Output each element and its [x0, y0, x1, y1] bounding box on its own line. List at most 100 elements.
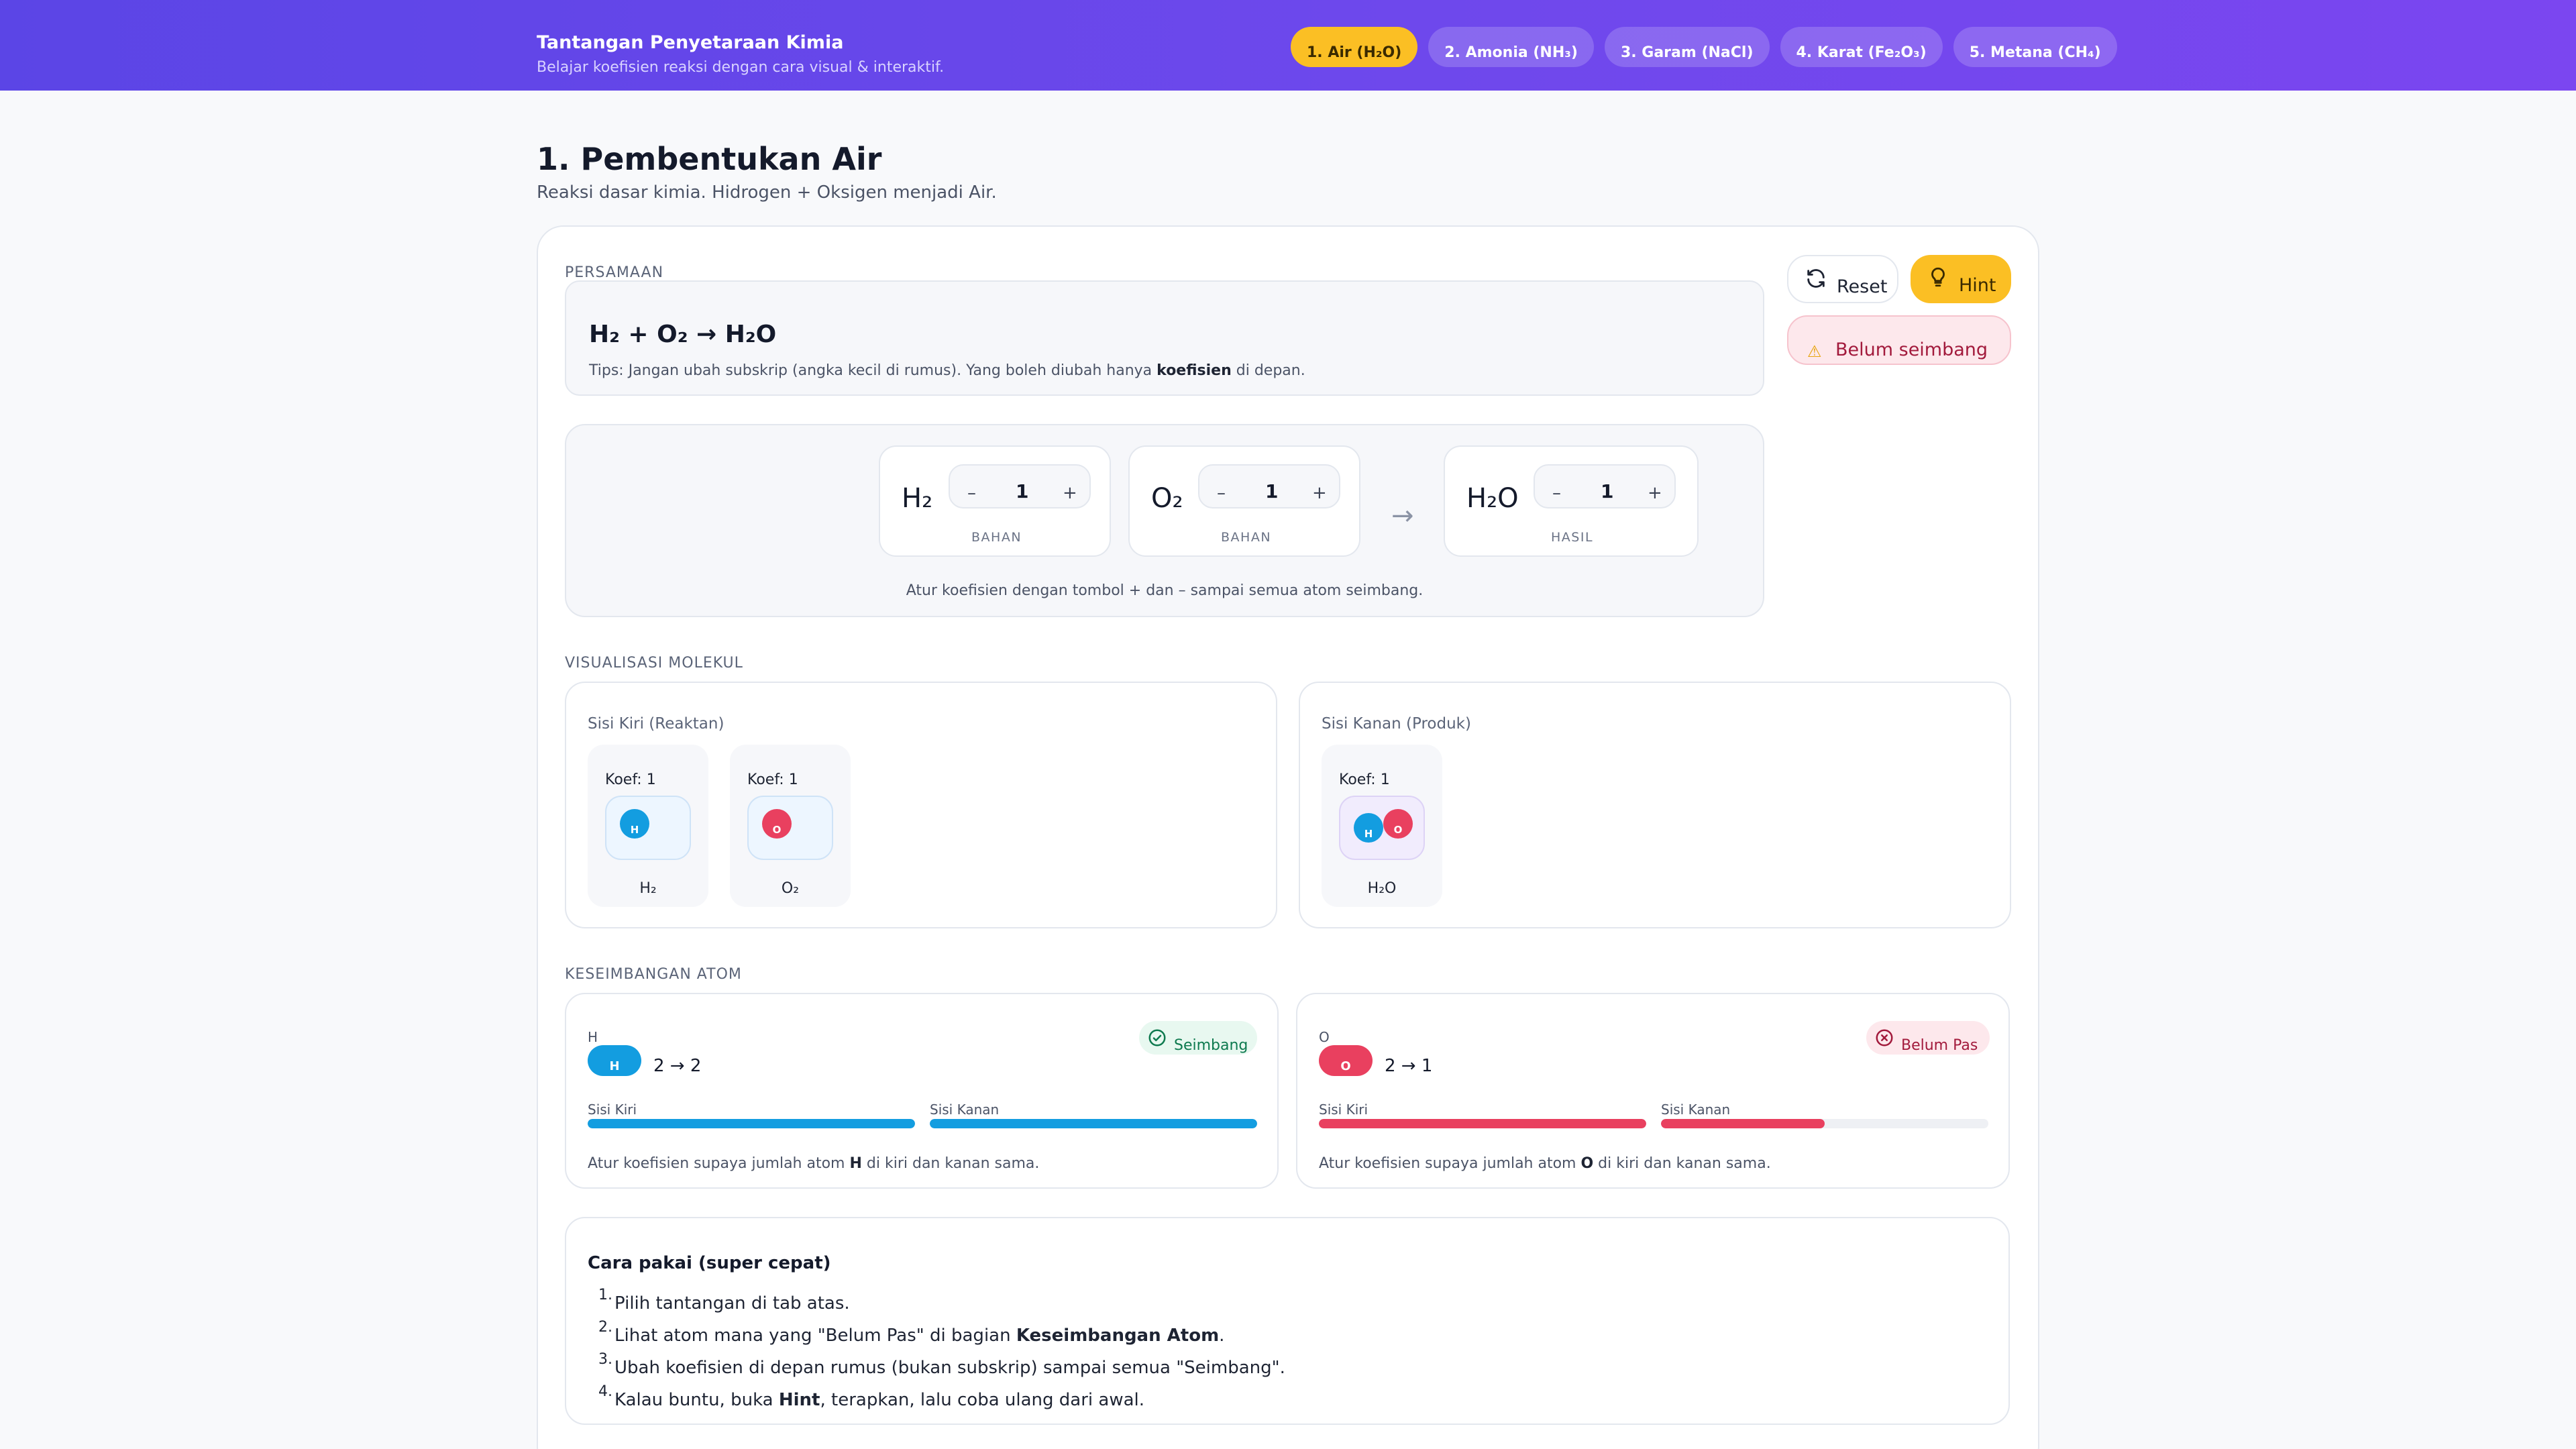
right-count-bar: [1661, 1119, 1988, 1128]
equation-section-label: PERSAMAAN: [565, 264, 664, 281]
how-to-step: 2. Lihat atom mana yang "Belum Pas" di ba…: [588, 1319, 1285, 1351]
tab-air[interactable]: 1. Air (H₂O): [1291, 27, 1418, 67]
molecule-card-h2: Koef: 1 H H₂: [588, 745, 708, 907]
help-element: H: [849, 1155, 862, 1172]
decrement-button[interactable]: –: [1552, 483, 1561, 503]
step-tail: .: [1219, 1326, 1225, 1346]
hydrogen-chip: H: [588, 1045, 641, 1076]
reset-label: Reset: [1837, 276, 1888, 297]
product-panel-title: Sisi Kanan (Produk): [1322, 715, 1471, 733]
balance-status-label: Belum seimbang: [1835, 339, 1988, 360]
species-card-h2: H₂ – 1 + BAHAN: [879, 445, 1111, 557]
molecule-name: H₂: [639, 880, 657, 897]
right-bar-label: Sisi Kanan: [930, 1102, 1000, 1118]
species-kind: BAHAN: [971, 530, 1022, 545]
coefficient-stepper-h2[interactable]: – 1 +: [949, 464, 1091, 508]
hint-button[interactable]: Hint: [1911, 255, 2011, 303]
equation-box: H₂ + O₂ → H₂O Tips: Jangan ubah subskrip…: [565, 280, 1764, 396]
x-circle-icon: [1876, 1029, 1893, 1046]
oxygen-atom: O: [1383, 809, 1413, 839]
decrement-button[interactable]: –: [1217, 483, 1226, 503]
left-count-fill: [588, 1119, 915, 1128]
tab-metana[interactable]: 5. Metana (CH₄): [1953, 27, 2117, 67]
oxygen-atom: O: [762, 809, 792, 839]
challenge-tabs: 1. Air (H₂O) 2. Amonia (NH₃) 3. Garam (N…: [1291, 27, 2117, 67]
molecule-shape: O: [747, 796, 833, 860]
tab-garam[interactable]: 3. Garam (NaCl): [1604, 27, 1770, 67]
coefficient-value: 1: [1265, 480, 1279, 502]
molecule-name: H₂O: [1367, 880, 1397, 897]
step-number: 4.: [598, 1383, 612, 1400]
balance-help-text: Atur koefisien supaya jumlah atom O di k…: [1319, 1155, 1771, 1172]
reactant-panel-title: Sisi Kiri (Reaktan): [588, 715, 724, 733]
step-bold: Hint: [778, 1390, 820, 1410]
page-subtitle: Reaksi dasar kimia. Hidrogen + Oksigen m…: [537, 182, 997, 203]
coefficient-value: 1: [1601, 480, 1614, 502]
equation-tip-tail: di depan.: [1231, 362, 1305, 379]
molecule-card-h2o: Koef: 1 H O H₂O: [1322, 745, 1442, 907]
step-number: 2.: [598, 1319, 612, 1336]
species-formula: O₂: [1151, 483, 1183, 514]
hint-label: Hint: [1959, 275, 1996, 296]
how-to-step: 4. Kalau buntu, buka Hint, terapkan, lalu…: [588, 1383, 1285, 1415]
step-text: Ubah koefisien di depan rumus (bukan sub…: [614, 1358, 1285, 1378]
refresh-icon: [1807, 269, 1825, 288]
help-text: Atur koefisien supaya jumlah atom: [588, 1155, 850, 1172]
step-tail: , terapkan, lalu coba ulang dari awal.: [820, 1390, 1145, 1410]
molecule-card-o2: Koef: 1 O O₂: [730, 745, 851, 907]
increment-button[interactable]: +: [1312, 483, 1327, 503]
help-text: Atur koefisien supaya jumlah atom: [1319, 1155, 1581, 1172]
increment-button[interactable]: +: [1063, 483, 1077, 503]
warning-icon: ⚠: [1807, 342, 1822, 361]
step-text: Pilih tantangan di tab atas.: [614, 1293, 850, 1313]
status-badge-balanced: Seimbang: [1139, 1021, 1257, 1055]
coefficient-stepper-o2[interactable]: – 1 +: [1198, 464, 1340, 508]
status-label: Belum Pas: [1901, 1037, 1978, 1054]
balance-help-text: Atur koefisien supaya jumlah atom H di k…: [588, 1155, 1039, 1172]
left-count-bar: [588, 1119, 915, 1128]
increment-button[interactable]: +: [1648, 483, 1662, 503]
right-count-bar: [930, 1119, 1257, 1128]
step-text: Lihat atom mana yang "Belum Pas" di bagi…: [614, 1326, 1016, 1346]
how-to-steps: 1. Pilih tantangan di tab atas. 2. Lihat a…: [588, 1287, 1285, 1415]
reactant-panel: Sisi Kiri (Reaktan) Koef: 1 H H₂ Koef: 1…: [565, 682, 1277, 928]
species-kind: HASIL: [1551, 530, 1594, 545]
element-symbol: H: [588, 1029, 598, 1045]
visualization-section-label: VISUALISASI MOLEKUL: [565, 655, 743, 672]
species-kind: BAHAN: [1221, 530, 1272, 545]
coefficient-stepper-h2o[interactable]: – 1 +: [1534, 464, 1676, 508]
species-formula: H₂: [902, 483, 933, 514]
equation-tip-text: Tips: Jangan ubah subskrip (angka kecil …: [589, 362, 1157, 379]
reaction-arrow: →: [1391, 500, 1414, 531]
equation-tip-bold: koefisien: [1157, 362, 1232, 379]
status-label: Seimbang: [1174, 1037, 1248, 1054]
left-bar-label: Sisi Kiri: [1319, 1102, 1368, 1118]
decrement-button[interactable]: –: [967, 483, 976, 503]
right-bar-label: Sisi Kanan: [1661, 1102, 1731, 1118]
species-card-h2o: H₂O – 1 + HASIL: [1444, 445, 1699, 557]
help-text-tail: di kiri dan kanan sama.: [861, 1155, 1040, 1172]
reset-button[interactable]: Reset: [1787, 255, 1898, 303]
oxygen-chip: O: [1319, 1045, 1373, 1076]
molecule-shape: H: [605, 796, 691, 860]
equation-text: H₂ + O₂ → H₂O: [589, 321, 777, 348]
app-subtitle: Belajar koefisien reaksi dengan cara vis…: [537, 59, 945, 76]
left-count-bar: [1319, 1119, 1646, 1128]
step-number: 3.: [598, 1351, 612, 1368]
page-title: 1. Pembentukan Air: [537, 141, 882, 177]
status-badge-unbalanced: Belum Pas: [1866, 1021, 1990, 1055]
molecule-coefficient: Koef: 1: [605, 771, 656, 788]
step-bold: Keseimbangan Atom: [1016, 1326, 1220, 1346]
molecule-coefficient: Koef: 1: [1339, 771, 1390, 788]
tab-karat[interactable]: 4. Karat (Fe₂O₃): [1780, 27, 1943, 67]
check-circle-icon: [1148, 1029, 1166, 1046]
tab-amonia[interactable]: 2. Amonia (NH₃): [1428, 27, 1594, 67]
atom-counts: 2 → 2: [653, 1056, 702, 1076]
left-count-fill: [1319, 1119, 1646, 1128]
right-count-fill: [930, 1119, 1257, 1128]
hydrogen-atom: H: [1354, 813, 1383, 843]
right-count-fill: [1661, 1119, 1825, 1128]
balance-status-badge: ⚠ Belum seimbang: [1787, 315, 2011, 365]
left-bar-label: Sisi Kiri: [588, 1102, 637, 1118]
product-panel: Sisi Kanan (Produk) Koef: 1 H O H₂O: [1299, 682, 2011, 928]
